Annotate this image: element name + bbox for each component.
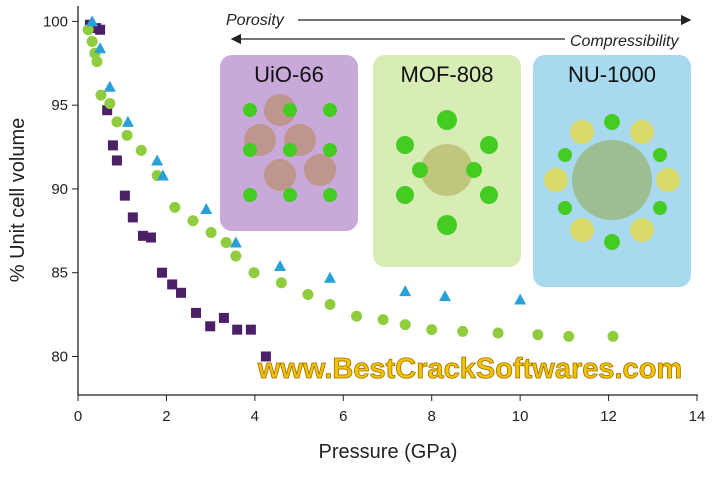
x-tick-label: 4: [251, 408, 259, 425]
point: [230, 250, 242, 262]
annotation: Compressibility: [570, 33, 679, 50]
point: [191, 307, 202, 318]
point: [95, 24, 106, 35]
inset-nu1000: NU-1000: [533, 55, 691, 287]
point: [103, 80, 116, 92]
watermark: www.BestCrackSoftwares.com: [257, 353, 682, 385]
inset-label: UiO-66: [254, 62, 324, 87]
point: [248, 267, 260, 279]
point: [127, 212, 138, 223]
x-tick-label: 8: [428, 408, 436, 425]
y-tick-label: 95: [51, 97, 68, 114]
point: [107, 140, 118, 151]
point: [145, 232, 156, 243]
annotation: Porosity: [226, 12, 285, 29]
y-tick-label: 85: [51, 265, 68, 282]
x-tick-label: 2: [162, 408, 170, 425]
point: [156, 169, 169, 181]
point: [229, 236, 242, 248]
point: [438, 290, 451, 302]
point: [324, 271, 337, 283]
point: [121, 129, 133, 141]
y-tick-label: 100: [43, 13, 68, 30]
point: [94, 42, 107, 54]
y-axis-label: % Unit cell volume: [7, 118, 29, 283]
point: [205, 321, 216, 332]
point: [102, 105, 113, 116]
x-tick-label: 12: [600, 408, 617, 425]
point: [324, 299, 336, 311]
point: [111, 155, 122, 166]
point: [167, 279, 178, 290]
point: [514, 293, 527, 305]
point: [200, 203, 213, 215]
inset-label: MOF-808: [401, 62, 494, 87]
point: [86, 15, 99, 27]
point: [399, 319, 411, 331]
point: [426, 324, 438, 336]
point: [91, 56, 103, 68]
x-tick-label: 6: [339, 408, 347, 425]
point: [151, 154, 164, 166]
point: [218, 312, 229, 323]
x-tick-label: 14: [689, 408, 706, 425]
point: [377, 314, 389, 326]
point: [95, 89, 107, 101]
inset-mof808: MOF-808: [373, 55, 521, 267]
point: [302, 288, 314, 300]
point: [119, 190, 130, 201]
point: [135, 144, 147, 156]
point: [274, 260, 287, 271]
point: [137, 230, 148, 241]
point: [492, 327, 504, 339]
point: [232, 324, 243, 335]
point: [457, 325, 469, 337]
y-tick-label: 90: [51, 181, 68, 198]
point: [275, 277, 287, 289]
point: [532, 329, 544, 341]
point: [187, 215, 199, 227]
point: [86, 36, 98, 48]
point: [220, 237, 232, 249]
point: [82, 24, 94, 36]
y-tick-label: 80: [51, 348, 68, 365]
point: [104, 97, 116, 109]
point: [205, 226, 217, 238]
point: [260, 351, 271, 362]
point: [176, 287, 187, 298]
point: [563, 330, 575, 342]
point: [607, 330, 619, 342]
inset-uio66: UiO-66: [220, 55, 358, 231]
point: [245, 324, 256, 335]
point: [351, 310, 363, 322]
x-axis-label: Pressure (GPa): [319, 441, 458, 463]
x-tick-label: 10: [512, 408, 529, 425]
inset-label: NU-1000: [568, 62, 656, 87]
point: [399, 285, 412, 297]
x-tick-label: 0: [74, 408, 82, 425]
point: [157, 267, 168, 278]
point: [169, 201, 181, 213]
point: [111, 116, 123, 128]
point: [121, 115, 134, 127]
